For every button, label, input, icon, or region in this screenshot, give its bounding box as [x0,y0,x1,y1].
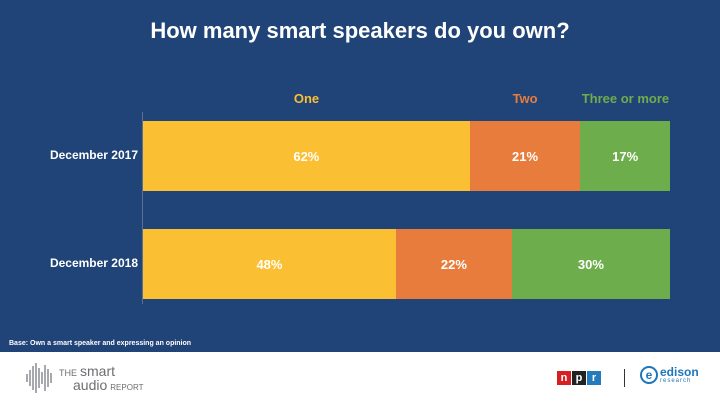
chart-title: How many smart speakers do you own? [150,18,570,43]
legend-item: Three or more [581,91,670,106]
edison-sub: research [660,378,692,384]
npr-letter-p: p [572,371,586,385]
data-label: 17% [612,148,639,164]
data-label: 22% [440,256,467,272]
bar-segment: 48% [143,229,396,299]
logo-audio: audio [73,377,108,393]
npr-letter-n: n [557,371,571,385]
bar-segment: 30% [511,229,670,299]
smart-audio-report-logo: THE smart audio REPORT [26,361,143,395]
legend-item: Two [512,91,538,106]
legend-item: One [293,91,320,106]
data-label: 62% [293,148,320,164]
bar-segment: 21% [469,121,581,191]
edison-e-icon: e [640,366,658,384]
edison-research-logo: e edison research [640,366,699,384]
footer: THE smart audio REPORT n p r e edison re… [0,352,720,404]
edison-name: edison [660,365,699,379]
data-label: 48% [256,256,283,272]
bar-segment: 17% [580,121,670,191]
data-label: 21% [512,148,539,164]
logo-report: REPORT [110,383,144,392]
bar-segment: 22% [395,229,512,299]
npr-logo: n p r [557,371,602,385]
category-label: December 2017 [49,148,138,162]
base-note: Base: Own a smart speaker and expressing… [9,340,192,347]
logo-smart: smart [80,363,115,379]
logo-divider [624,369,625,387]
bar-segment: 62% [143,121,470,191]
logo-the: THE [59,368,77,378]
category-axis-line [142,112,143,304]
data-label: 30% [577,256,604,272]
npr-letter-r: r [587,371,601,385]
sound-wave-icon [26,363,53,393]
category-label: December 2018 [49,256,138,270]
